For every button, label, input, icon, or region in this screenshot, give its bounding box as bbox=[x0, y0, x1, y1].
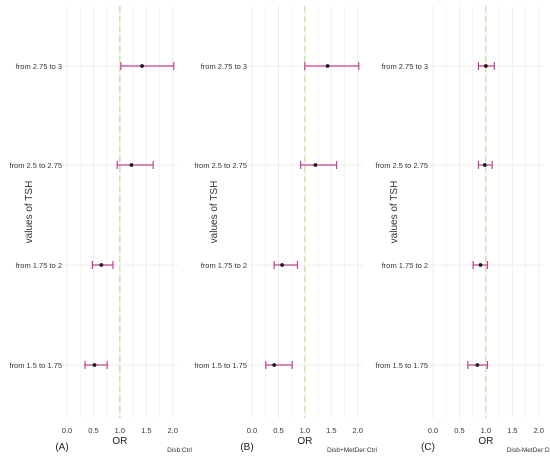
x-tick-label: 2.0 bbox=[352, 426, 362, 435]
x-axis-title: OR bbox=[297, 436, 312, 447]
x-tick-label: 0.0 bbox=[62, 426, 72, 435]
x-tick-label: 2.0 bbox=[533, 426, 543, 435]
point-estimate bbox=[140, 64, 144, 68]
category-label: from 2.75 to 3 bbox=[382, 62, 428, 71]
panel-label: (A) bbox=[55, 442, 68, 453]
category-label: from 1.5 to 1.75 bbox=[375, 361, 428, 370]
x-axis-title: OR bbox=[112, 436, 127, 447]
y-axis-title: values of TSH bbox=[24, 181, 35, 244]
point-estimate bbox=[313, 163, 318, 167]
point-estimate bbox=[478, 263, 483, 267]
x-tick-label: 1.5 bbox=[507, 426, 517, 435]
point-estimate bbox=[483, 64, 488, 68]
x-tick-label: 0.5 bbox=[88, 426, 98, 435]
x-tick-label: 0.0 bbox=[428, 426, 438, 435]
category-label: from 1.75 to 2 bbox=[16, 261, 62, 270]
point-estimate bbox=[99, 263, 104, 267]
point-estimate bbox=[92, 363, 97, 367]
x-tick-label: 1.5 bbox=[326, 426, 336, 435]
point-estimate bbox=[280, 263, 285, 267]
point-estimate bbox=[475, 363, 480, 367]
point-estimate bbox=[325, 64, 330, 68]
x-tick-label: 1.0 bbox=[481, 426, 491, 435]
comparison-label: Disb:Ctrl bbox=[167, 447, 192, 454]
point-estimate bbox=[272, 363, 277, 367]
category-label: from 1.75 to 2 bbox=[201, 261, 247, 270]
x-tick-label: 1.5 bbox=[141, 426, 151, 435]
y-axis-title: values of TSH bbox=[209, 181, 220, 244]
x-axis-title: OR bbox=[478, 436, 493, 447]
category-label: from 2.5 to 2.75 bbox=[375, 161, 428, 170]
point-estimate bbox=[482, 163, 487, 167]
comparison-label: Disb-MetDer:Disb bbox=[507, 447, 550, 454]
panel-label: (C) bbox=[421, 442, 435, 453]
x-tick-label: 1.0 bbox=[115, 426, 125, 435]
y-axis-title: values of TSH bbox=[389, 181, 400, 244]
category-label: from 2.75 to 3 bbox=[201, 62, 247, 71]
category-label: from 2.5 to 2.75 bbox=[194, 161, 247, 170]
category-label: from 2.5 to 2.75 bbox=[9, 161, 62, 170]
x-tick-label: 1.0 bbox=[300, 426, 310, 435]
x-tick-label: 2.0 bbox=[167, 426, 177, 435]
category-label: from 2.75 to 3 bbox=[16, 62, 62, 71]
comparison-label: Disb+MetDer:Ctrl bbox=[327, 447, 378, 454]
panel-label: (B) bbox=[240, 442, 253, 453]
x-tick-label: 0.5 bbox=[273, 426, 283, 435]
x-tick-label: 0.0 bbox=[247, 426, 257, 435]
category-label: from 1.5 to 1.75 bbox=[194, 361, 247, 370]
point-estimate bbox=[129, 163, 134, 167]
category-label: from 1.5 to 1.75 bbox=[9, 361, 62, 370]
category-label: from 1.75 to 2 bbox=[382, 261, 428, 270]
x-tick-label: 0.5 bbox=[454, 426, 464, 435]
